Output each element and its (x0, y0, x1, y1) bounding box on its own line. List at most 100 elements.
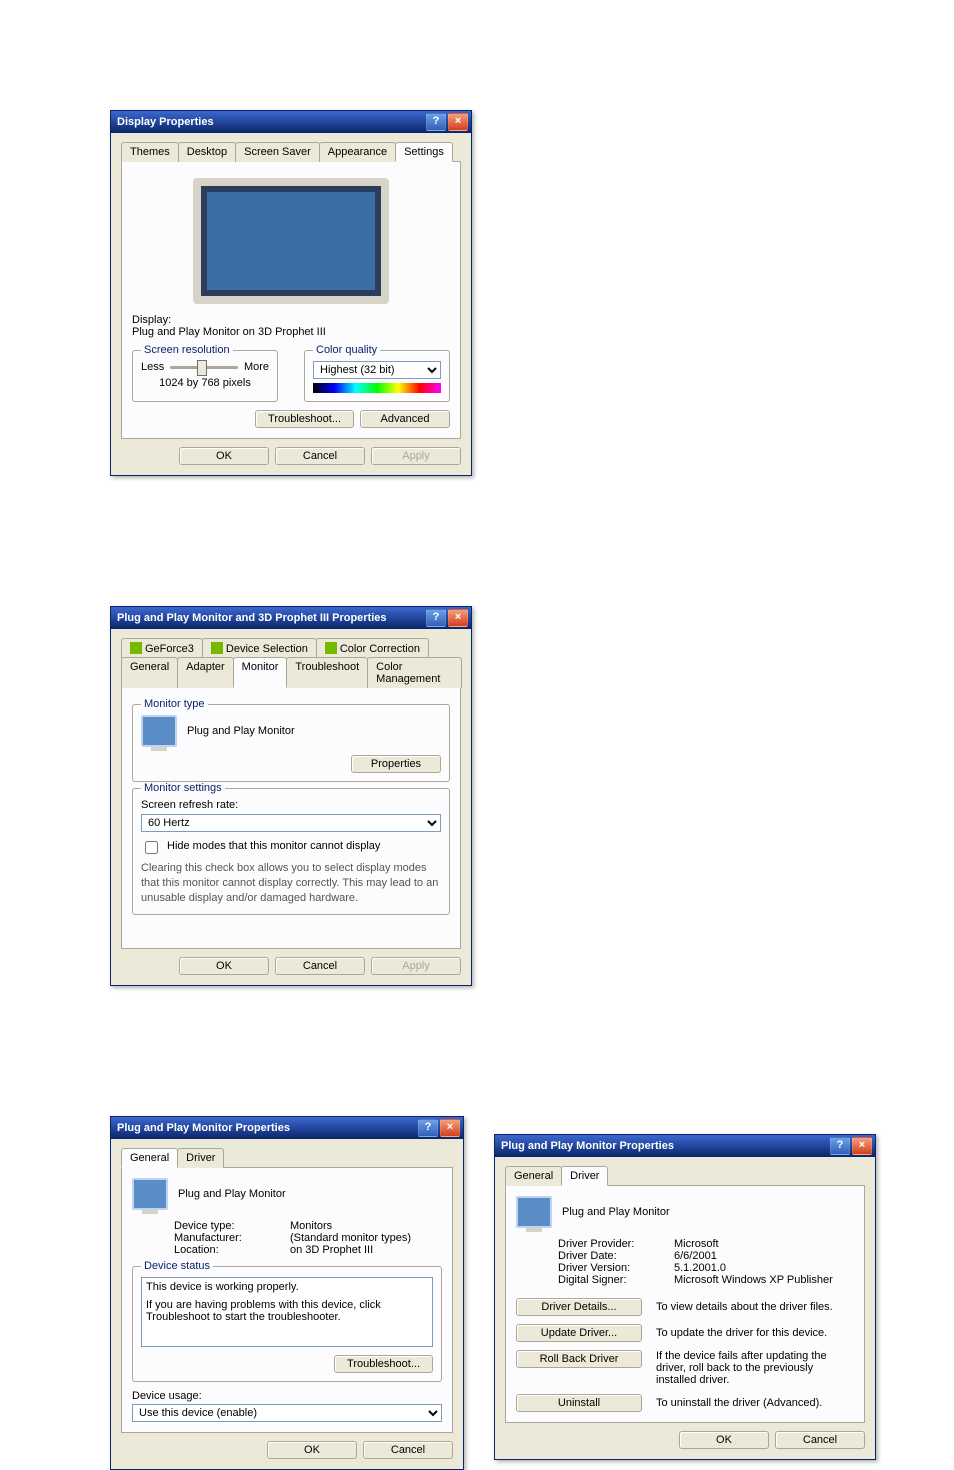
nvidia-icon (325, 642, 337, 654)
tab-color-mgmt[interactable]: Color Management (367, 657, 462, 688)
tab-driver[interactable]: Driver (177, 1148, 224, 1168)
screen-resolution-legend: Screen resolution (141, 344, 233, 356)
tab-general[interactable]: General (121, 1148, 178, 1168)
tab-device-selection[interactable]: Device Selection (202, 638, 317, 658)
slider-less: Less (141, 361, 164, 373)
driver-panel: Plug and Play Monitor Driver Provider:Mi… (505, 1185, 865, 1423)
properties-button[interactable]: Properties (351, 755, 441, 773)
ok-button[interactable]: OK (179, 447, 269, 465)
driver-provider-value: Microsoft (674, 1238, 719, 1250)
titlebar[interactable]: Plug and Play Monitor Properties ? × (111, 1117, 463, 1139)
close-icon[interactable]: × (448, 609, 468, 627)
titlebar[interactable]: Plug and Play Monitor Properties ? × (495, 1135, 875, 1157)
troubleshoot-button[interactable]: Troubleshoot... (255, 410, 354, 428)
uninstall-button[interactable]: Uninstall (516, 1394, 642, 1412)
ok-button[interactable]: OK (679, 1431, 769, 1449)
driver-details-button[interactable]: Driver Details... (516, 1298, 642, 1316)
close-icon[interactable]: × (448, 113, 468, 131)
tabs-row2: General Adapter Monitor Troubleshoot Col… (121, 656, 461, 688)
driver-date-label: Driver Date: (558, 1250, 648, 1262)
digital-signer-label: Digital Signer: (558, 1274, 648, 1286)
hide-modes-help: Clearing this check box allows you to se… (141, 861, 441, 906)
location-value: on 3D Prophet III (290, 1244, 373, 1256)
window-title: Plug and Play Monitor Properties (501, 1140, 674, 1152)
roll-back-driver-button[interactable]: Roll Back Driver (516, 1350, 642, 1368)
close-icon[interactable]: × (852, 1137, 872, 1155)
tabs-row1: GeForce3 Device Selection Color Correcti… (121, 637, 461, 657)
cancel-button[interactable]: Cancel (275, 447, 365, 465)
monitor-icon (141, 715, 177, 747)
device-type-label: Device type: (174, 1220, 264, 1232)
apply-button[interactable]: Apply (371, 957, 461, 975)
manufacturer-label: Manufacturer: (174, 1232, 264, 1244)
ok-button[interactable]: OK (267, 1441, 357, 1459)
monitor-type-name: Plug and Play Monitor (187, 725, 295, 737)
tab-appearance[interactable]: Appearance (319, 142, 396, 162)
cancel-button[interactable]: Cancel (775, 1431, 865, 1449)
titlebar[interactable]: Display Properties ? × (111, 111, 471, 133)
cancel-button[interactable]: Cancel (363, 1441, 453, 1459)
color-bar (313, 383, 441, 393)
resolution-value: 1024 by 768 pixels (141, 377, 269, 389)
tab-settings[interactable]: Settings (395, 142, 453, 162)
tab-themes[interactable]: Themes (121, 142, 179, 162)
update-driver-button[interactable]: Update Driver... (516, 1324, 642, 1342)
tabs: Themes Desktop Screen Saver Appearance S… (121, 141, 461, 162)
help-icon[interactable]: ? (418, 1119, 438, 1137)
device-name: Plug and Play Monitor (178, 1188, 286, 1200)
nvidia-icon (130, 642, 142, 654)
window-title: Display Properties (117, 116, 214, 128)
display-value: Plug and Play Monitor on 3D Prophet III (132, 326, 450, 338)
tab-monitor[interactable]: Monitor (233, 657, 288, 688)
device-status-text: This device is working properly. If you … (141, 1277, 433, 1347)
tabs: General Driver (505, 1165, 865, 1186)
general-panel: Plug and Play Monitor Device type: Monito… (121, 1167, 453, 1433)
tab-color-correction[interactable]: Color Correction (316, 638, 429, 658)
tab-driver[interactable]: Driver (561, 1166, 608, 1186)
location-label: Location: (174, 1244, 264, 1256)
tab-general[interactable]: General (121, 657, 178, 688)
manufacturer-value: (Standard monitor types) (290, 1232, 411, 1244)
tab-desktop[interactable]: Desktop (178, 142, 236, 162)
ok-button[interactable]: OK (179, 957, 269, 975)
device-usage-select[interactable]: Use this device (enable) (132, 1404, 442, 1422)
uninstall-help: To uninstall the driver (Advanced). (656, 1397, 822, 1409)
pnp-monitor-driver-dialog: Plug and Play Monitor Properties ? × Gen… (494, 1134, 876, 1460)
color-quality-legend: Color quality (313, 344, 380, 356)
refresh-rate-select[interactable]: 60 Hertz (141, 814, 441, 832)
tab-troubleshoot[interactable]: Troubleshoot (286, 657, 368, 688)
color-quality-select[interactable]: Highest (32 bit) (313, 361, 441, 379)
tab-adapter[interactable]: Adapter (177, 657, 234, 688)
display-properties-dialog: Display Properties ? × Themes Desktop Sc… (110, 110, 472, 476)
nvidia-icon (211, 642, 223, 654)
window-title: Plug and Play Monitor and 3D Prophet III… (117, 612, 387, 624)
resolution-slider[interactable]: Less More (141, 361, 269, 373)
titlebar[interactable]: Plug and Play Monitor and 3D Prophet III… (111, 607, 471, 629)
help-icon[interactable]: ? (426, 609, 446, 627)
apply-button[interactable]: Apply (371, 447, 461, 465)
hide-modes-checkbox[interactable]: Hide modes that this monitor cannot disp… (141, 840, 441, 857)
troubleshoot-button[interactable]: Troubleshoot... (334, 1355, 433, 1373)
tab-screen-saver[interactable]: Screen Saver (235, 142, 320, 162)
monitor-icon (132, 1178, 168, 1210)
slider-more: More (244, 361, 269, 373)
cancel-button[interactable]: Cancel (275, 957, 365, 975)
driver-provider-label: Driver Provider: (558, 1238, 648, 1250)
tabs: General Driver (121, 1147, 453, 1168)
settings-panel: Display: Plug and Play Monitor on 3D Pro… (121, 161, 461, 439)
driver-version-label: Driver Version: (558, 1262, 648, 1274)
refresh-rate-label: Screen refresh rate: (141, 799, 441, 811)
close-icon[interactable]: × (440, 1119, 460, 1137)
monitor-preview (193, 178, 389, 304)
help-icon[interactable]: ? (830, 1137, 850, 1155)
device-type-value: Monitors (290, 1220, 332, 1232)
window-title: Plug and Play Monitor Properties (117, 1122, 290, 1134)
tab-geforce3[interactable]: GeForce3 (121, 638, 203, 658)
advanced-button[interactable]: Advanced (360, 410, 450, 428)
tab-general[interactable]: General (505, 1166, 562, 1186)
driver-version-value: 5.1.2001.0 (674, 1262, 726, 1274)
monitor-properties-dialog: Plug and Play Monitor and 3D Prophet III… (110, 606, 472, 986)
monitor-settings-legend: Monitor settings (141, 782, 225, 794)
display-label: Display: (132, 314, 450, 326)
help-icon[interactable]: ? (426, 113, 446, 131)
